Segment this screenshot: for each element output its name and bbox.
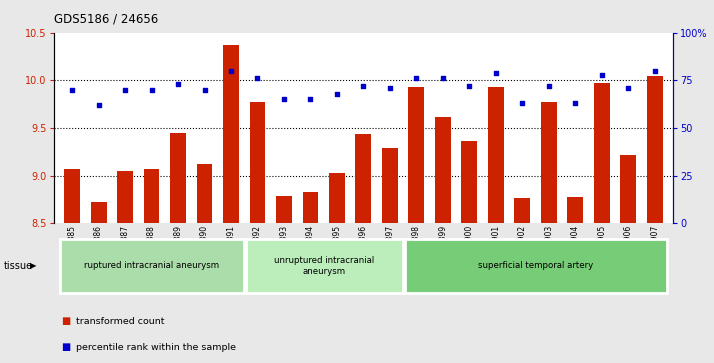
Point xyxy=(649,68,660,74)
Bar xyxy=(620,155,636,223)
Text: unruptured intracranial
aneurysm: unruptured intracranial aneurysm xyxy=(273,256,374,276)
Point xyxy=(278,97,290,102)
Bar xyxy=(64,169,80,223)
Point xyxy=(517,100,528,106)
Text: tissue: tissue xyxy=(4,261,33,271)
Point xyxy=(93,102,104,108)
Point xyxy=(172,81,183,87)
Bar xyxy=(541,102,557,223)
Text: transformed count: transformed count xyxy=(76,317,165,326)
Text: GDS5186 / 24656: GDS5186 / 24656 xyxy=(54,13,158,26)
Point xyxy=(66,87,78,93)
Point xyxy=(252,76,263,81)
Bar xyxy=(488,87,504,223)
Text: ■: ■ xyxy=(61,316,70,326)
Bar xyxy=(408,87,424,223)
Bar xyxy=(170,133,186,223)
Bar xyxy=(514,199,531,223)
Bar xyxy=(382,148,398,223)
Bar xyxy=(117,171,133,223)
Bar xyxy=(91,202,106,223)
Point xyxy=(146,87,157,93)
Point xyxy=(358,83,369,89)
Bar xyxy=(568,197,583,223)
Point xyxy=(119,87,131,93)
Text: percentile rank within the sample: percentile rank within the sample xyxy=(76,343,236,352)
Bar xyxy=(356,134,371,223)
Bar xyxy=(144,169,159,223)
Bar xyxy=(461,141,478,223)
Point xyxy=(437,76,448,81)
Point xyxy=(623,85,634,91)
Bar xyxy=(329,173,345,223)
Text: ■: ■ xyxy=(61,342,70,352)
Point xyxy=(331,91,343,97)
Point xyxy=(198,87,210,93)
Bar xyxy=(196,164,213,223)
Text: ruptured intracranial aneurysm: ruptured intracranial aneurysm xyxy=(84,261,219,270)
Text: superficial temporal artery: superficial temporal artery xyxy=(478,261,593,270)
Bar xyxy=(435,117,451,223)
Bar xyxy=(223,45,239,223)
Bar xyxy=(594,83,610,223)
Point xyxy=(596,72,608,77)
Bar xyxy=(249,102,266,223)
Text: ▶: ▶ xyxy=(30,261,36,270)
Bar xyxy=(303,192,318,223)
FancyBboxPatch shape xyxy=(246,239,403,293)
Point xyxy=(384,85,396,91)
FancyBboxPatch shape xyxy=(61,239,243,293)
Bar xyxy=(276,196,292,223)
Point xyxy=(543,83,555,89)
Bar xyxy=(647,76,663,223)
Point xyxy=(305,97,316,102)
FancyBboxPatch shape xyxy=(405,239,668,293)
Point xyxy=(570,100,581,106)
Point xyxy=(463,83,475,89)
Point xyxy=(411,76,422,81)
Point xyxy=(490,70,501,76)
Point xyxy=(226,68,237,74)
